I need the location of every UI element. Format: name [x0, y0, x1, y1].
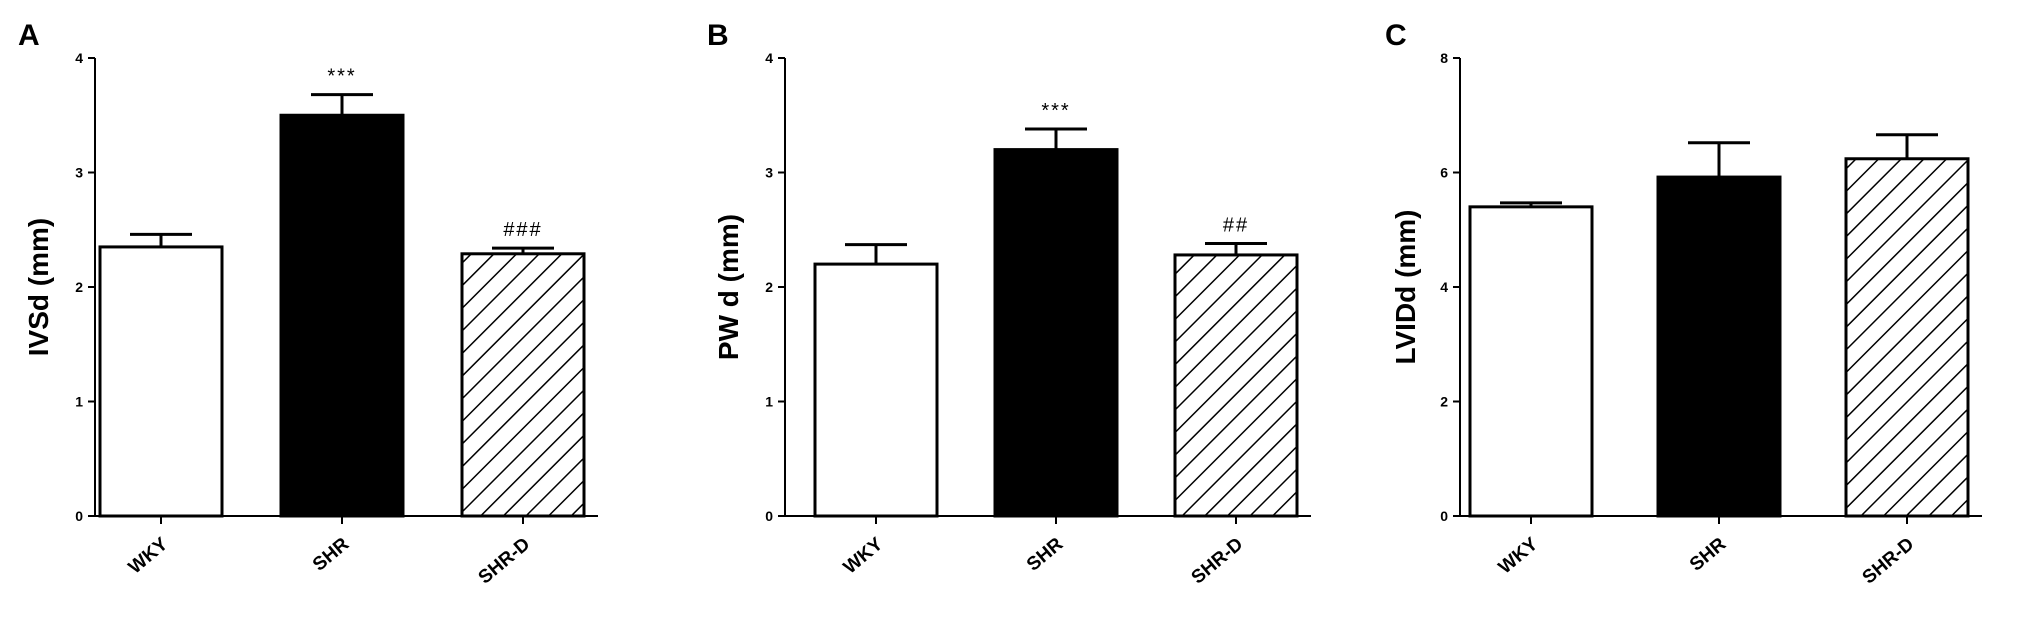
y-tick-label: 3 [75, 165, 83, 181]
y-tick-label: 0 [75, 508, 83, 524]
y-tick-label: 2 [1440, 394, 1448, 410]
y-tick-label: 1 [75, 394, 83, 410]
y-tick-label: 0 [765, 508, 773, 524]
y-tick-label: 6 [1440, 165, 1448, 181]
x-tick-label: SHR-D [1859, 534, 1919, 589]
x-tick-label: WKY [840, 534, 888, 579]
x-tick-label: SHR [1023, 534, 1067, 576]
y-axis-label: LVIDd (mm) [1390, 209, 1421, 364]
significance-label: *** [1041, 100, 1070, 122]
chart-panel-c: C 0 2 4 6 8 LVIDd (mm) WKY SHR SHR-D [1385, 19, 1982, 589]
bar-shr-d [1844, 157, 1970, 518]
y-tick-label: 4 [765, 50, 773, 66]
x-tick-label: SHR-D [1188, 534, 1248, 589]
panel-letter: B [707, 19, 729, 52]
y-axis-label: IVSd (mm) [23, 218, 54, 356]
chart-panel-a: A 0 1 2 3 4 IVSd (mm) WKY SHR *** SHR-D ### [18, 19, 598, 589]
bar-shr-d [460, 252, 586, 518]
bar-wky [813, 262, 939, 518]
y-tick-label: 3 [765, 165, 773, 181]
chart-panel-b: B 0 1 2 3 4 PW d (mm) WKY SHR *** SHR-D ## [707, 19, 1311, 589]
x-tick-label: WKY [125, 534, 173, 579]
bar-wky [98, 245, 224, 518]
y-tick-label: 4 [75, 50, 83, 66]
bar-shr [1656, 175, 1782, 518]
x-tick-label: SHR [1686, 534, 1730, 576]
x-tick-label: SHR [309, 534, 353, 576]
y-axis-label: PW d (mm) [713, 214, 744, 360]
y-tick-label: 8 [1440, 50, 1448, 66]
bar-shr-d [1173, 253, 1299, 518]
bar-shr [993, 148, 1119, 518]
bar-shr [279, 113, 405, 518]
y-tick-label: 0 [1440, 508, 1448, 524]
significance-label: *** [327, 66, 356, 88]
significance-label: ### [503, 219, 542, 241]
y-tick-label: 1 [765, 394, 773, 410]
panel-letter: A [18, 19, 40, 52]
x-tick-label: SHR-D [475, 534, 535, 589]
panel-letter: C [1385, 19, 1407, 52]
y-tick-label: 2 [75, 279, 83, 295]
y-tick-label: 4 [1440, 279, 1448, 295]
significance-label: ## [1223, 214, 1249, 236]
x-tick-label: WKY [1495, 534, 1543, 579]
y-tick-label: 2 [765, 279, 773, 295]
bar-wky [1468, 205, 1594, 518]
